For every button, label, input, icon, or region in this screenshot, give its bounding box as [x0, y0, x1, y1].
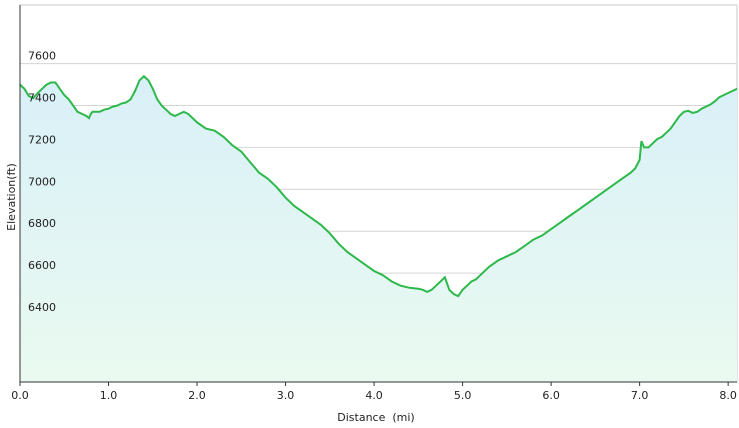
- x-tick-label: 2.0: [188, 389, 206, 402]
- x-tick-labels: 0.0 1.0 2.0 3.0 4.0 5.0 6.0 7.0 8.0: [11, 389, 737, 402]
- y-tick-label: 6600: [28, 259, 56, 272]
- y-tick-labels: 6400 6600 6800 7000 7200 7400 7600: [28, 50, 56, 314]
- elevation-area: [20, 76, 737, 382]
- y-tick-label: 6800: [28, 217, 56, 230]
- x-tick-label: 3.0: [277, 389, 295, 402]
- x-axis-title: Distance (mi): [337, 411, 414, 424]
- y-tick-label: 7600: [28, 50, 56, 63]
- x-tick-label: 7.0: [631, 389, 649, 402]
- y-tick-label: 7000: [28, 175, 56, 188]
- elevation-line: [19, 74, 738, 298]
- x-tick-label: 6.0: [542, 389, 560, 402]
- y-axis-title: Elevation(ft): [5, 163, 18, 231]
- x-tick-label: 5.0: [454, 389, 472, 402]
- y-tick-label: 7200: [28, 133, 56, 146]
- y-tick-label: 7400: [28, 92, 56, 105]
- x-tick-label: 1.0: [100, 389, 118, 402]
- y-tick-label: 6400: [28, 301, 56, 314]
- x-tick-label: 0.0: [11, 389, 29, 402]
- x-tick-label: 8.0: [719, 389, 737, 402]
- axes: [19, 5, 737, 386]
- x-tick-label: 4.0: [365, 389, 383, 402]
